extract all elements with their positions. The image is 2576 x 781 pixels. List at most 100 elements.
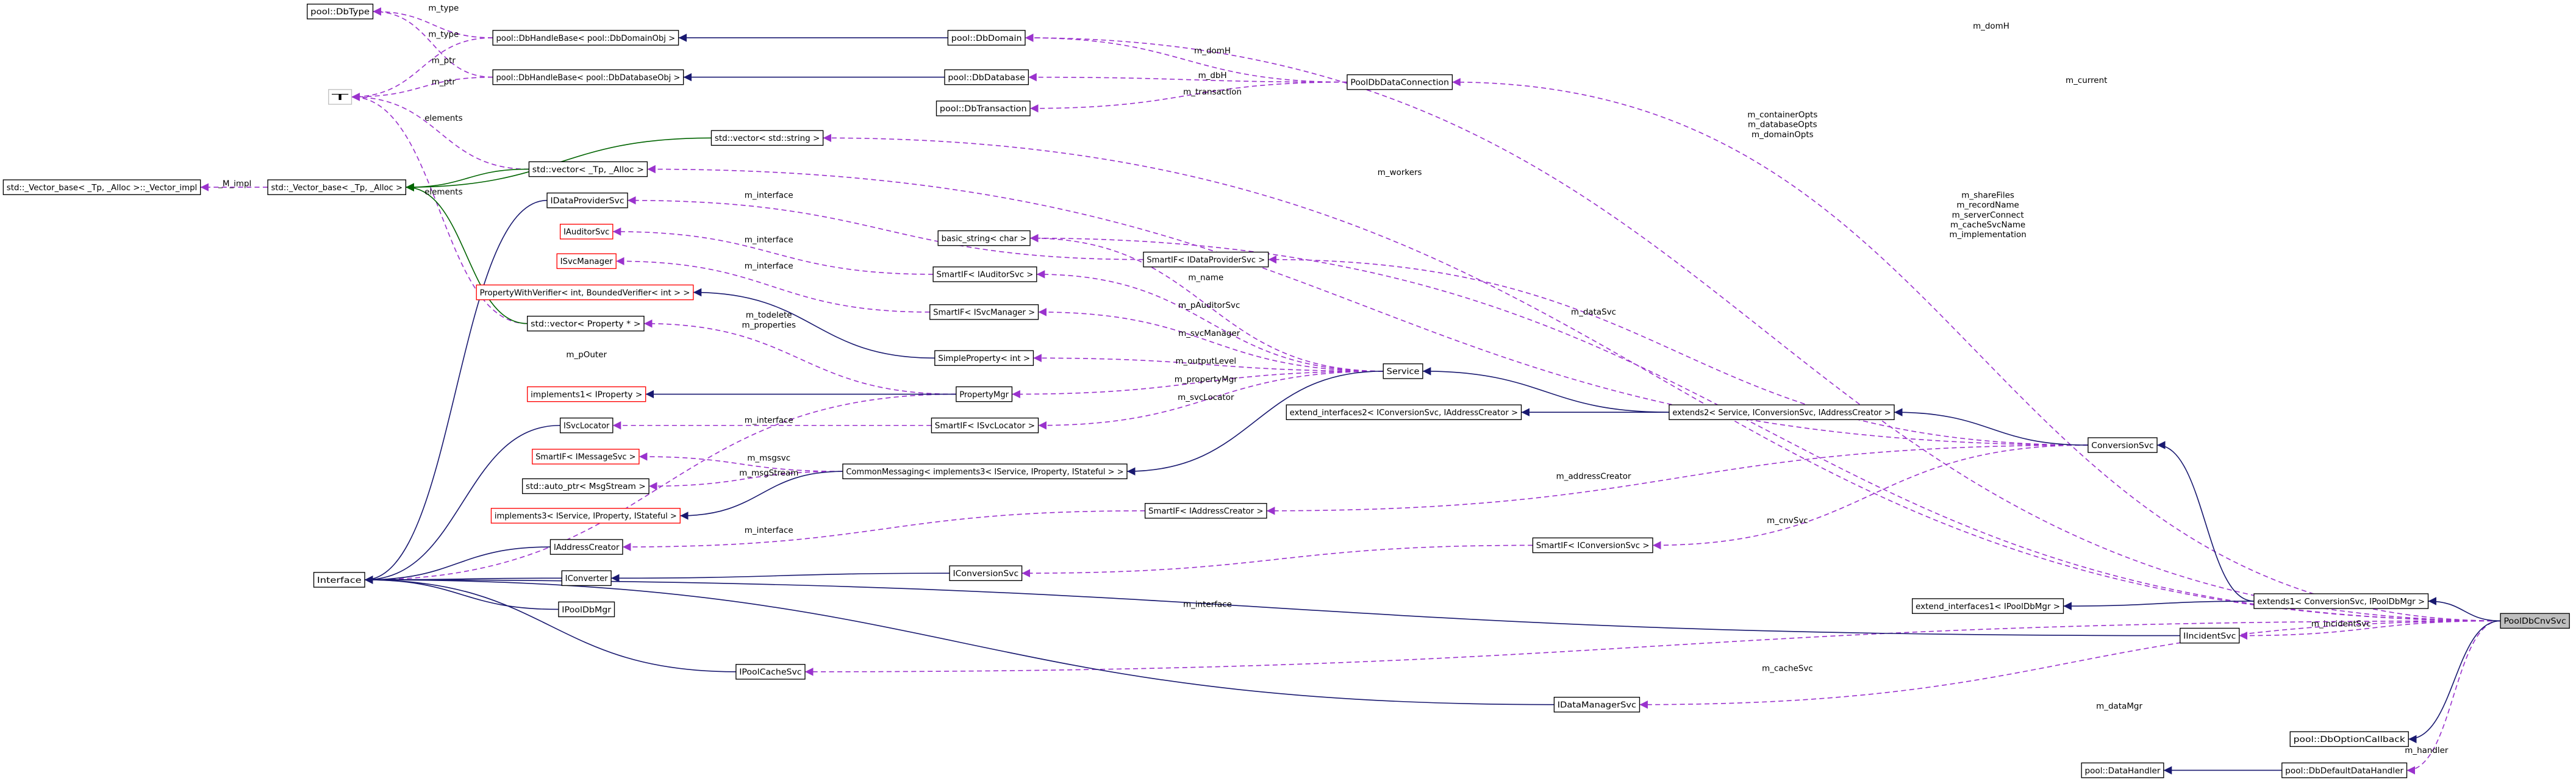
class-node <box>1347 74 1453 90</box>
class-node <box>1669 404 1895 420</box>
class-label: pool::DataHandler <box>2085 766 2161 776</box>
class-label: pool::DbOptionCallback <box>2294 735 2405 744</box>
edge-label: _M_impl <box>218 180 251 189</box>
edge-label: m_addressCreator <box>1556 472 1631 481</box>
usage-edge <box>373 7 493 78</box>
class-node <box>527 315 645 332</box>
class-node <box>556 253 617 269</box>
class-label: CommonMessaging< implements3< IService, … <box>846 468 1123 477</box>
edge-label: m_svcLocator <box>1178 393 1234 402</box>
class-node <box>492 30 679 46</box>
class-label: SmartIF< IAuditorSvc > <box>937 271 1034 280</box>
edge-label: m_type <box>428 4 459 13</box>
inheritance-edge <box>1422 367 1669 413</box>
class-node <box>492 69 684 85</box>
class-node <box>949 565 1023 582</box>
edge-label: m_containerOpts <box>1747 111 1817 120</box>
class-label: IConverter <box>565 574 608 583</box>
class-label: pool::DbDatabase <box>948 73 1025 82</box>
class-label: implements3< IService, IProperty, IState… <box>495 512 677 521</box>
inheritance-edge <box>365 576 2180 637</box>
class-label: IDataProviderSvc <box>550 196 624 205</box>
usage-edge <box>2239 620 2501 640</box>
class-node <box>2253 593 2429 609</box>
edge-label: m_handler <box>2405 746 2449 755</box>
usage-edge <box>351 93 528 324</box>
usage-edge <box>639 452 843 472</box>
edge-label: m_properties <box>742 321 795 330</box>
edge-label: m_incidentSvc <box>2311 620 2371 629</box>
class-node <box>528 161 648 177</box>
class-node <box>2281 762 2408 779</box>
class-node <box>267 179 407 195</box>
usage-edge <box>373 7 493 38</box>
class-node <box>2088 437 2158 453</box>
inheritance-edge <box>611 572 950 583</box>
edge-label: m_outputLevel <box>1175 357 1236 366</box>
usage-edge <box>351 76 493 101</box>
class-node <box>328 89 352 105</box>
usage-edge <box>1030 81 1347 113</box>
class-node <box>549 539 623 555</box>
class-label: pool::DbDefaultDataHandler <box>2285 766 2403 776</box>
inheritance-edge <box>406 183 528 324</box>
usage-edge <box>351 93 529 170</box>
class-node <box>532 449 640 465</box>
usage-edge <box>1268 255 2088 446</box>
class-label: PoolDbCnvSvc <box>2503 617 2566 626</box>
usage-edge <box>1266 444 2088 515</box>
edge-label: m_ptr <box>432 78 456 87</box>
inheritance-edge <box>693 288 935 359</box>
class-node <box>931 417 1039 433</box>
usage-edge <box>2406 620 2501 775</box>
class-label: std::auto_ptr< MsgStream > <box>526 482 646 491</box>
usage-edge <box>1028 73 1347 83</box>
usage-edge <box>1021 544 1533 577</box>
edge-label: m_interface <box>745 235 793 244</box>
class-node <box>561 570 612 587</box>
class-node <box>476 284 694 301</box>
edge-label: m_interface <box>745 416 793 426</box>
class-node <box>932 266 1037 282</box>
edge-label: m_cnvSvc <box>1767 516 1808 526</box>
inheritance-edge <box>2063 601 2255 610</box>
inheritance-edge <box>365 576 736 672</box>
class-node <box>936 101 1031 116</box>
class-label: std::_Vector_base< _Tp, _Alloc > <box>271 184 402 193</box>
usage-edge <box>616 257 930 313</box>
class-label: IDataManagerSvc <box>1558 701 1636 710</box>
inheritance-edge <box>406 168 529 191</box>
edge-label: elements <box>424 114 462 123</box>
edge-label: m_dataMgr <box>2096 702 2142 711</box>
class-label: pool::DbTransaction <box>940 105 1027 114</box>
inheritance-edge <box>2157 441 2255 602</box>
class-node <box>934 350 1034 366</box>
edge-label: m_type <box>428 30 459 40</box>
class-node <box>2500 613 2570 629</box>
class-label: ConversionSvc <box>2091 441 2153 451</box>
edge-label: m_domainOpts <box>1751 130 1814 140</box>
edge-label: m_svcManager <box>1178 329 1240 338</box>
class-label: Service <box>1387 368 1420 377</box>
class-label: pool::DbType <box>310 8 370 17</box>
edge-label: m_todelete <box>746 311 792 320</box>
class-label: SmartIF< ISvcManager > <box>933 308 1035 318</box>
class-label: std::vector< _Tp, _Alloc > <box>532 165 644 174</box>
edge-label: m_implementation <box>1949 230 2026 240</box>
inheritance-edge <box>1126 371 1384 476</box>
edge-label: m_interface <box>745 262 793 271</box>
usage-edge <box>1025 34 2501 622</box>
class-label: SmartIF< IConversionSvc > <box>1536 541 1650 551</box>
class-label: std::vector< std::string > <box>715 134 820 143</box>
class-node <box>490 508 681 524</box>
usage-edge <box>1033 354 1384 372</box>
usage-edge <box>1653 444 2088 550</box>
inheritance-edge <box>365 199 548 584</box>
inheritance-edge <box>365 576 1555 705</box>
edge-label: m_transaction <box>1183 88 1242 97</box>
class-label: PropertyMgr <box>959 390 1009 399</box>
edge-label: m_interface <box>1183 600 1232 609</box>
edge-label: m_interface <box>745 526 793 535</box>
class-node <box>307 4 374 20</box>
class-node <box>944 69 1029 85</box>
